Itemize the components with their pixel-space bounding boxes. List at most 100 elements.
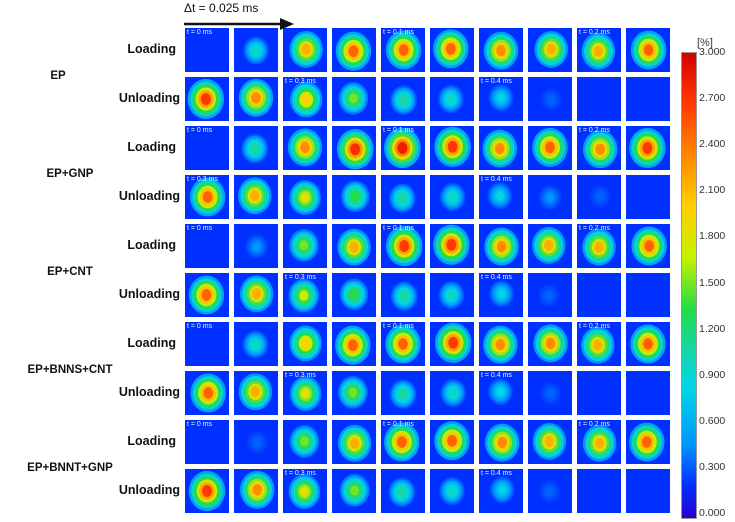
strain-map-tile	[332, 273, 376, 317]
unloading-label: Unloading	[118, 385, 180, 399]
strain-map-tile	[528, 371, 572, 415]
time-label: t = 0.2 ms	[579, 225, 610, 232]
time-label: t = 0.4 ms	[481, 372, 512, 379]
strain-map-tile: t = 0.4 ms	[479, 175, 523, 219]
strain-map-tile	[577, 273, 621, 317]
colorbar-tick-label: 2.700	[699, 92, 726, 105]
strain-map-tile	[430, 175, 474, 219]
group-label-4: EP+BNNT+GNP	[27, 462, 113, 474]
strain-map-tile: t = 0.1 ms	[381, 420, 425, 464]
time-label: t = 0 ms	[187, 323, 213, 330]
colorbar-tick-label: 1.200	[699, 322, 726, 335]
unloading-label: Unloading	[118, 189, 180, 203]
strain-map-tile	[430, 224, 474, 268]
time-label: t = 0.3 ms	[285, 274, 316, 281]
strain-map-tile	[626, 77, 670, 121]
strain-map-tile	[332, 224, 376, 268]
group-label-0: EP	[50, 70, 66, 82]
strain-map-tile	[626, 420, 670, 464]
strain-map-tile: t = 0.4 ms	[479, 77, 523, 121]
strain-map-tile: t = 0.2 ms	[577, 28, 621, 72]
strain-map-tile	[381, 273, 425, 317]
strain-map-tile	[332, 371, 376, 415]
strain-map-tile	[332, 126, 376, 170]
loading-label: Loading	[127, 336, 176, 350]
strain-map-tile: t = 0.1 ms	[381, 224, 425, 268]
time-label: t = 0.4 ms	[481, 176, 512, 183]
time-label: t = 0.3 ms	[285, 470, 316, 477]
strain-map-tile: t = 0 ms	[185, 224, 229, 268]
strain-map-tile	[283, 322, 327, 366]
strain-map-tile	[234, 28, 278, 72]
strain-map-tile: t = 0.1 ms	[381, 322, 425, 366]
group-label-1: EP+GNP	[46, 168, 94, 180]
dt-label: Δt = 0.025 ms	[184, 1, 259, 15]
group-label-2: EP+CNT	[47, 266, 93, 278]
time-label: t = 0.4 ms	[481, 274, 512, 281]
strain-map-tile	[479, 322, 523, 366]
strain-map-tile: t = 0.1 ms	[381, 28, 425, 72]
strain-map-tile	[185, 77, 229, 121]
colorbar-tick-label: 0.000	[699, 507, 726, 519]
strain-map-tile	[283, 28, 327, 72]
strain-map-tile	[626, 322, 670, 366]
strain-map-tile: t = 0.4 ms	[479, 469, 523, 513]
strain-map-tile	[528, 469, 572, 513]
colorbar-tick-label: 1.500	[699, 276, 726, 289]
strain-map-tile	[577, 469, 621, 513]
group-label-3: EP+BNNS+CNT	[27, 364, 113, 376]
strain-map-tile	[430, 126, 474, 170]
strain-map-tile: t = 0.3 ms	[283, 371, 327, 415]
strain-map-tile: t = 0.2 ms	[577, 420, 621, 464]
colorbar-tick-label: 3.000	[699, 46, 726, 58]
loading-label: Loading	[127, 140, 176, 154]
strain-map-tile	[234, 126, 278, 170]
colorbar-unit: [%]	[697, 37, 713, 49]
strain-map-tile	[626, 273, 670, 317]
strain-map-tile	[577, 371, 621, 415]
strain-map-tile	[381, 371, 425, 415]
colorbar-tick-label: 2.400	[699, 138, 726, 151]
strain-map-tile	[479, 224, 523, 268]
colorbar-tick-label: 0.300	[699, 460, 726, 473]
strain-map-tile	[234, 322, 278, 366]
strain-map-tile	[479, 420, 523, 464]
strain-map-tile	[381, 469, 425, 513]
time-label: t = 0 ms	[187, 225, 213, 232]
colorbar	[681, 52, 697, 519]
strain-map-tile	[430, 469, 474, 513]
strain-map-tile	[430, 371, 474, 415]
time-label: t = 0.3 ms	[285, 372, 316, 379]
time-label: t = 0.3 ms	[285, 78, 316, 85]
strain-map-tile	[528, 28, 572, 72]
strain-map-tile	[626, 224, 670, 268]
strain-map-tile: t = 0.2 ms	[577, 322, 621, 366]
strain-map-tile	[528, 224, 572, 268]
strain-map-tile: t = 0 ms	[185, 420, 229, 464]
time-label: t = 0.2 ms	[579, 29, 610, 36]
strain-map-tile	[528, 77, 572, 121]
strain-map-tile	[234, 371, 278, 415]
time-label: t = 0.1 ms	[383, 225, 414, 232]
strain-map-tile: t = 0.3 ms	[283, 77, 327, 121]
strain-map-tile	[283, 175, 327, 219]
strain-map-tile	[185, 273, 229, 317]
strain-map-tile: t = 0.4 ms	[479, 371, 523, 415]
unloading-label: Unloading	[118, 483, 180, 497]
loading-label: Loading	[127, 238, 176, 252]
strain-map-tile: t = 0.2 ms	[577, 224, 621, 268]
strain-map-tile: t = 0 ms	[185, 126, 229, 170]
strain-map-tile	[528, 322, 572, 366]
strain-map-tile	[528, 273, 572, 317]
time-arrow-icon	[184, 18, 294, 30]
strain-map-tile	[283, 224, 327, 268]
strain-map-tile	[283, 420, 327, 464]
strain-map-tile	[528, 420, 572, 464]
strain-map-tile	[332, 175, 376, 219]
time-label: t = 0.1 ms	[383, 421, 414, 428]
strain-map-tile	[626, 371, 670, 415]
loading-label: Loading	[127, 434, 176, 448]
strain-map-tile	[577, 175, 621, 219]
strain-map-tile	[430, 273, 474, 317]
strain-map-tile: t = 0.4 ms	[479, 273, 523, 317]
